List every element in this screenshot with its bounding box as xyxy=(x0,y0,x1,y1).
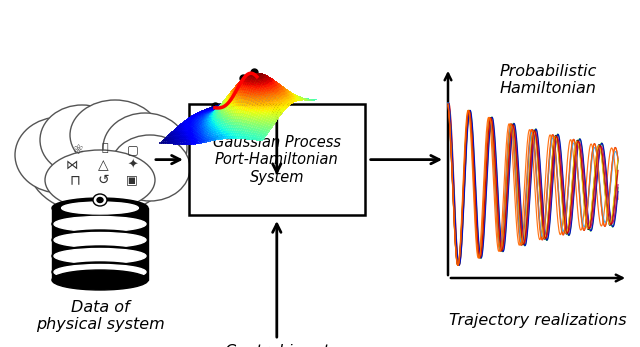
Ellipse shape xyxy=(110,135,190,201)
Ellipse shape xyxy=(52,230,148,250)
Ellipse shape xyxy=(52,198,148,218)
Ellipse shape xyxy=(52,246,148,266)
Text: △: △ xyxy=(98,158,108,172)
Text: 💡: 💡 xyxy=(102,143,108,153)
Ellipse shape xyxy=(103,113,187,183)
Text: ⊓: ⊓ xyxy=(70,173,81,187)
Ellipse shape xyxy=(54,217,146,231)
Ellipse shape xyxy=(52,262,148,282)
Text: Trajectory realizations: Trajectory realizations xyxy=(449,313,627,328)
Text: Gaussian Process
Port-Hamiltonian
System: Gaussian Process Port-Hamiltonian System xyxy=(212,135,340,185)
Text: Probabilistic
Hamiltonian: Probabilistic Hamiltonian xyxy=(500,64,597,96)
Ellipse shape xyxy=(97,197,103,203)
Text: Data of
physical system: Data of physical system xyxy=(36,300,164,332)
Ellipse shape xyxy=(28,115,172,215)
Bar xyxy=(189,104,365,215)
Ellipse shape xyxy=(70,100,160,170)
Ellipse shape xyxy=(61,202,138,214)
Ellipse shape xyxy=(54,232,146,247)
Text: Control input: Control input xyxy=(225,344,329,347)
Text: ↺: ↺ xyxy=(97,173,109,187)
Ellipse shape xyxy=(54,248,146,263)
Ellipse shape xyxy=(52,270,148,290)
Ellipse shape xyxy=(15,117,105,193)
Text: ▣: ▣ xyxy=(126,174,138,186)
Text: ▢: ▢ xyxy=(127,144,139,156)
Text: ⚛: ⚛ xyxy=(72,144,84,156)
Polygon shape xyxy=(52,208,148,280)
Ellipse shape xyxy=(54,264,146,279)
Ellipse shape xyxy=(93,194,107,206)
Ellipse shape xyxy=(40,105,124,175)
Ellipse shape xyxy=(52,214,148,234)
Text: ⋈: ⋈ xyxy=(66,159,78,171)
Ellipse shape xyxy=(45,150,155,210)
Text: ✦: ✦ xyxy=(128,159,138,171)
